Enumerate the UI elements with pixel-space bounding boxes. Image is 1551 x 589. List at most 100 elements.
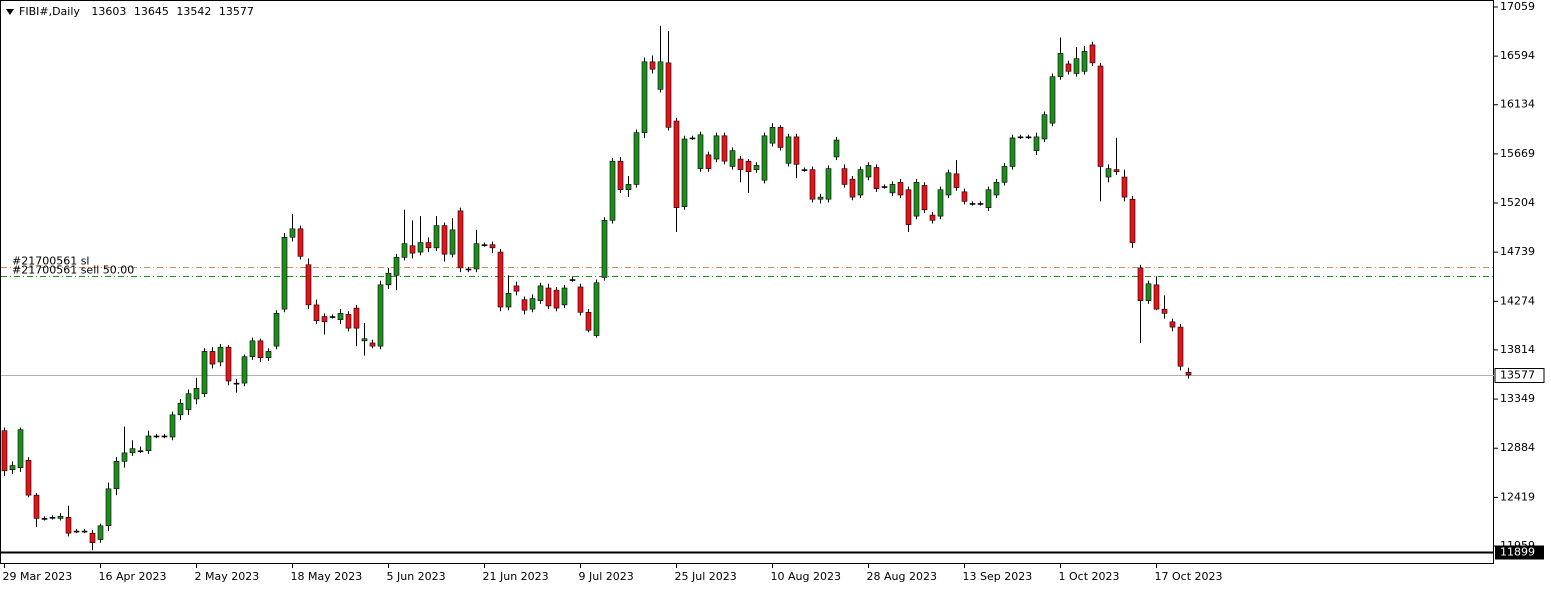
candle-body [1057,53,1064,77]
candle-body [297,228,304,257]
candle-body [1081,50,1088,72]
candle-body [97,525,104,540]
candle-body [17,429,24,468]
x-tick-label: 18 May 2023 [291,570,363,583]
candle-body [849,178,856,198]
candle-body [1169,321,1176,328]
candle-body [721,135,728,162]
candle-body [1153,284,1160,310]
x-tick-label: 13 Sep 2023 [963,570,1033,583]
candle-body [785,136,792,164]
candle-body [1065,63,1072,72]
candle-body [633,132,640,185]
candle-body [1017,136,1024,139]
candle-body [1121,176,1128,198]
x-tick-label: 25 Jul 2023 [675,570,737,583]
candle-body [729,150,736,167]
candle-body [137,450,144,453]
candle-body [1105,168,1112,178]
y-tick-label: 12419 [1500,490,1535,503]
candle-body [401,243,408,258]
candle-body [809,169,816,200]
candle-body [241,356,248,384]
candle-body [793,136,800,165]
candle-body [441,225,448,255]
candle-body [577,286,584,313]
candle-body [1185,371,1192,376]
order-level-label: #21700561 sl [12,255,90,268]
candle-body [681,138,688,207]
candle-body [417,242,424,253]
candle-body [1033,136,1040,151]
candle-body [321,316,328,323]
candle-body [409,245,416,254]
candle-body [433,225,440,249]
candle-body [873,167,880,189]
candle-body [9,465,16,471]
candle-body [393,257,400,276]
candle-body [657,61,664,90]
x-tick-label: 2 May 2023 [195,570,260,583]
candle-body [81,530,88,533]
candle-body [689,137,696,140]
candle-body [177,402,184,416]
candle-body [457,210,464,269]
candle-body [705,154,712,169]
x-tick-label: 29 Mar 2023 [3,570,73,583]
candle-body [857,169,864,196]
candle-body [865,165,872,178]
candle-body [161,435,168,438]
candle-body [249,340,256,357]
candle-body [1145,283,1152,301]
candle-body [977,203,984,205]
candle-body [801,169,808,171]
y-tick-label: 17059 [1500,0,1535,13]
candle-body [521,299,528,311]
candle-body [369,342,376,347]
candle-body [449,229,456,255]
candle-body [593,282,600,336]
candle-body [145,435,152,452]
x-tick-label: 17 Oct 2023 [1155,570,1223,583]
candle-body [385,272,392,286]
candle-body [153,435,160,438]
header-low: 13542 [176,5,211,18]
candle-body [113,461,120,490]
candle-body [489,244,496,249]
candle-body [945,172,952,196]
candle-body [537,285,544,301]
candle-body [985,189,992,208]
candle-body [921,185,928,211]
candle-body [1177,326,1184,367]
candle-body [473,243,480,270]
candle-body [377,284,384,347]
candle-body [817,196,824,200]
x-tick-label: 1 Oct 2023 [1059,570,1120,583]
candle-body [257,340,264,359]
candle-body [129,448,136,454]
candle-body [233,382,240,385]
candle-body [769,127,776,144]
candle-body [65,517,72,534]
candle-body [1161,308,1168,314]
candle-body [353,307,360,329]
candle-body [617,160,624,191]
y-tick-label: 16594 [1500,49,1535,62]
candle-body [1,430,8,472]
candle-body [993,182,1000,196]
candle-body [513,285,520,292]
candle-body [209,351,216,365]
candle-body [841,168,848,185]
candle-body [1025,136,1032,139]
current-price-label: 13577 [1500,369,1535,382]
x-tick-label: 10 Aug 2023 [771,570,841,583]
candle-body [121,452,128,462]
candle-body [1113,169,1120,173]
level-price-box [1495,545,1544,560]
candle-body [185,393,192,410]
candle-body [497,251,504,308]
y-tick-label: 14739 [1500,245,1535,258]
menu-arrow[interactable] [6,9,14,15]
